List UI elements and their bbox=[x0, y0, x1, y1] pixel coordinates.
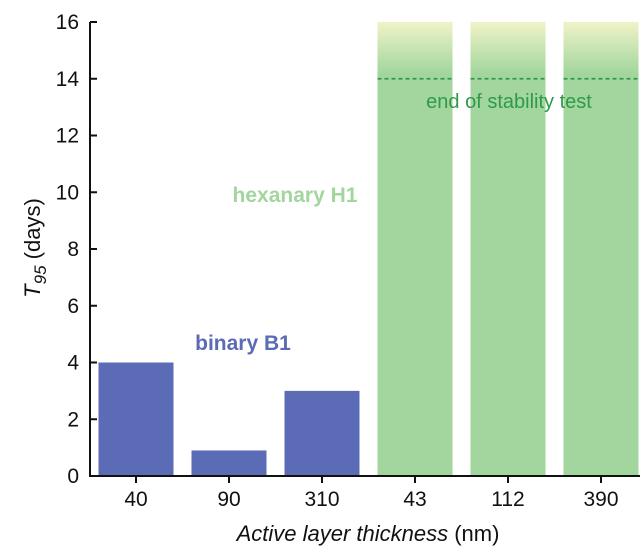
x-tick-label-43: 43 bbox=[403, 488, 426, 511]
y-tick-label-2: 2 bbox=[67, 408, 79, 431]
bar-43 bbox=[377, 72, 453, 476]
y-axis-title: T95 (days) bbox=[20, 198, 50, 298]
x-axis-title-main: Active layer thickness bbox=[235, 521, 449, 546]
annotation-end-of-stability: end of stability test bbox=[426, 91, 592, 113]
y-tick-label-16: 16 bbox=[56, 11, 79, 34]
bar-112 bbox=[470, 72, 546, 476]
bars-layer bbox=[98, 22, 639, 476]
x-tick-label-310: 310 bbox=[304, 488, 339, 511]
x-axis-title-unit: (nm) bbox=[448, 521, 499, 546]
y-tick-label-12: 12 bbox=[56, 125, 79, 148]
group-label-binary: binary B1 bbox=[195, 332, 291, 355]
x-tick-label-90: 90 bbox=[217, 488, 240, 511]
bar-43-fade bbox=[377, 22, 453, 74]
bar-90 bbox=[191, 450, 267, 476]
axes: 40 90 310 43 112 390 0 2 4 6 8 10 12 14 16 bbox=[56, 11, 640, 511]
x-tick-label-40: 40 bbox=[124, 488, 147, 511]
x-tick-label-390: 390 bbox=[583, 488, 618, 511]
y-tick-label-8: 8 bbox=[67, 238, 79, 261]
labels: hexanary H1 binary B1 end of stability t… bbox=[20, 91, 592, 546]
y-tick-label-14: 14 bbox=[56, 68, 80, 91]
bar-390 bbox=[563, 72, 639, 476]
x-axis-title: Active layer thickness (nm) bbox=[235, 521, 500, 546]
y-tick-label-6: 6 bbox=[67, 295, 79, 318]
y-axis-title-unit: (days) bbox=[20, 198, 45, 265]
y-tick-label-10: 10 bbox=[56, 181, 79, 204]
bar-112-fade bbox=[470, 22, 546, 74]
y-axis-title-subscript: 95 bbox=[31, 265, 50, 284]
y-tick-label-0: 0 bbox=[67, 465, 79, 488]
bar-40 bbox=[98, 362, 174, 476]
group-label-hexanary: hexanary H1 bbox=[233, 184, 358, 207]
x-tick-label-112: 112 bbox=[491, 488, 524, 511]
y-tick-label-4: 4 bbox=[67, 352, 79, 375]
bar-390-fade bbox=[563, 22, 639, 74]
bar-310 bbox=[284, 390, 360, 476]
y-axis-title-symbol: T bbox=[20, 283, 45, 298]
